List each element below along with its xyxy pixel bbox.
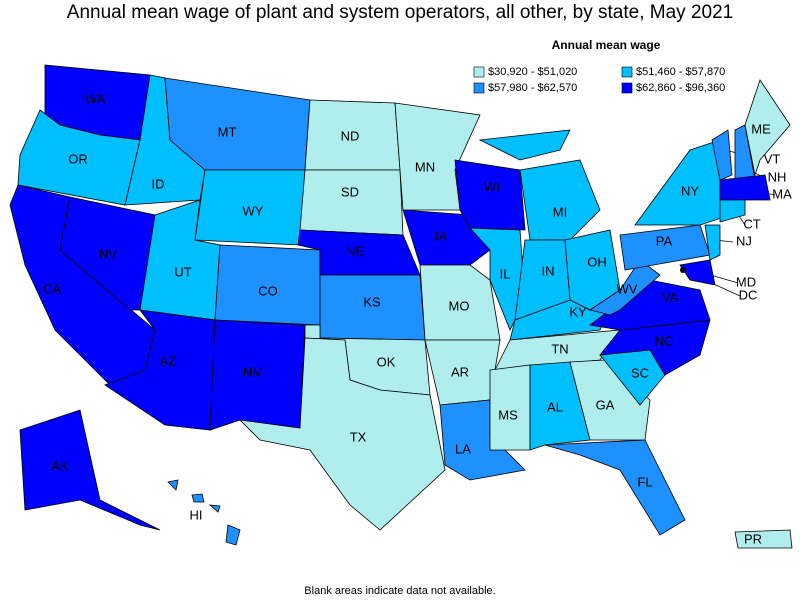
state-shape [719, 174, 771, 201]
state-label: HI [190, 507, 203, 522]
state-label: PA [656, 233, 673, 248]
state-label: ID [152, 176, 165, 191]
state-label: LA [455, 441, 471, 456]
legend-label: $51,460 - $57,870 [636, 66, 725, 78]
state-label: IL [500, 266, 511, 281]
state-label: NY [681, 183, 699, 198]
state-shape [704, 224, 721, 261]
state-label: UT [174, 264, 191, 279]
state-shape [59, 196, 156, 311]
state-label: TX [350, 429, 367, 444]
state-label: NH [768, 169, 787, 184]
state-label: KS [363, 294, 381, 309]
state-label: WV [617, 281, 638, 296]
state-label: WA [85, 91, 106, 106]
state-label: GA [596, 397, 615, 412]
state-label: MT [218, 124, 237, 139]
state-label: MS [498, 407, 518, 422]
state-label: NV [99, 246, 117, 261]
state-shape [19, 409, 161, 531]
state-shape [454, 159, 526, 231]
legend: $30,920 - $51,020 $51,460 - $57,870 $57,98… [473, 66, 725, 94]
state-shape [167, 479, 179, 491]
legend-swatch [473, 82, 485, 94]
state-shape [225, 524, 241, 546]
state-label: CA [43, 281, 61, 296]
state-shape [238, 337, 446, 531]
state-shapes: WA OR CA NV ID MT WY UT AZ CO NM ND SD NE KS OK TX MN IA MO… [9, 64, 793, 549]
legend-swatch [473, 66, 485, 78]
state-label: WY [243, 203, 264, 218]
state-shape [191, 493, 205, 503]
state-label: OR [68, 151, 88, 166]
state-label: SD [341, 184, 359, 199]
state-shape [719, 199, 746, 223]
state-label: MD [736, 274, 756, 289]
legend-swatch [621, 66, 633, 78]
state-shape [589, 259, 661, 316]
state-label: WI [484, 179, 500, 194]
state-shape [711, 129, 733, 181]
state-shape [679, 259, 716, 286]
state-shape [478, 129, 571, 161]
state-label: TN [551, 341, 568, 356]
state-label: MI [553, 204, 567, 219]
state-label: CT [743, 216, 760, 231]
state-shape [419, 264, 501, 341]
state-label: MA [772, 186, 792, 201]
dc-marker [680, 267, 686, 273]
state-label: NM [243, 364, 263, 379]
state-shape [489, 364, 531, 451]
state-label: IA [435, 228, 448, 243]
map-title: Annual mean wage of plant and system ope… [67, 2, 733, 23]
state-shape [744, 79, 791, 177]
state-shape [299, 169, 404, 236]
state-label: VA [662, 289, 679, 304]
state-shape [519, 159, 601, 241]
state-shape [734, 529, 793, 549]
legend-label: $62,860 - $96,360 [636, 82, 725, 94]
legend-label: $30,920 - $51,020 [488, 66, 577, 78]
state-label: IN [542, 263, 555, 278]
state-shape [529, 361, 591, 451]
legend-label: $57,980 - $62,570 [488, 82, 577, 94]
state-label: PR [744, 531, 762, 546]
footnote: Blank areas indicate data not available. [304, 585, 495, 597]
state-label: MO [449, 298, 470, 313]
state-shape [469, 227, 526, 331]
state-label: AL [547, 399, 563, 414]
legend-title: Annual mean wage [552, 38, 661, 52]
state-label: DC [739, 287, 758, 302]
state-label: SC [631, 365, 649, 380]
state-shape [544, 439, 686, 536]
state-label: ME [751, 121, 771, 136]
state-label: VT [764, 151, 781, 166]
state-label: NC [655, 333, 674, 348]
state-shape [569, 359, 651, 441]
state-label: NE [346, 243, 364, 258]
state-label: CO [258, 283, 278, 298]
state-label: FL [637, 474, 652, 489]
state-shape [208, 504, 221, 513]
state-label: AZ [160, 353, 177, 368]
state-label: OH [587, 254, 607, 269]
state-label: AK [51, 458, 69, 473]
state-label: MN [415, 159, 435, 174]
state-label: NJ [736, 233, 752, 248]
state-label: ND [341, 128, 360, 143]
state-label: AR [451, 364, 469, 379]
state-label: OK [377, 354, 396, 369]
state-label: KY [569, 304, 587, 319]
legend-swatch [621, 82, 633, 94]
